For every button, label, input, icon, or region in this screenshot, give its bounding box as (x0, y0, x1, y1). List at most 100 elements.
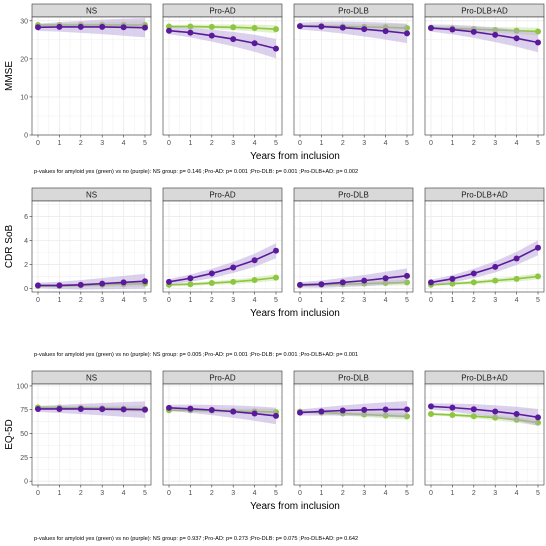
data-point (535, 273, 541, 280)
data-point (208, 407, 215, 414)
x-tick-label: 3 (100, 490, 104, 497)
panel-border (31, 383, 152, 486)
x-axis-title: Years from inclusion (250, 308, 340, 319)
data-point (166, 27, 172, 34)
x-tick-label: 2 (472, 490, 476, 497)
confidence-ribbon (431, 412, 538, 426)
x-tick-label: 1 (450, 140, 454, 147)
data-point (449, 411, 456, 418)
data-point (166, 278, 172, 285)
data-point (382, 406, 389, 413)
x-tick-label: 3 (100, 140, 104, 147)
data-point (382, 275, 389, 282)
facet-strip-label: Pro-DLB (338, 374, 369, 383)
y-tick-label: 100 (16, 383, 28, 390)
panel-pro-ad: Pro-AD 0 1 2 3 4 5 (162, 3, 283, 147)
data-point (404, 30, 410, 37)
x-tick-label: 2 (472, 140, 476, 147)
data-point (513, 255, 520, 262)
x-tick-label: 4 (384, 490, 388, 497)
series-line (430, 275, 539, 286)
y-tick-label: 2 (24, 262, 28, 269)
facet-strip-label: NS (86, 7, 97, 16)
x-tick-label: 4 (515, 297, 519, 304)
x-tick-label: 1 (188, 140, 192, 147)
x-tick-label: 4 (253, 490, 257, 497)
data-point (492, 408, 499, 415)
panel-border (162, 200, 283, 293)
data-point (77, 23, 84, 30)
x-axis-title: Years from inclusion (250, 501, 340, 512)
y-tick-label: 6 (24, 214, 28, 221)
data-point (492, 31, 499, 38)
data-point (470, 279, 477, 286)
panel-border (162, 383, 283, 486)
x-tick-label: 0 (167, 140, 171, 147)
data-point (449, 275, 456, 282)
data-point (404, 272, 410, 279)
data-point (404, 406, 410, 413)
data-point (428, 403, 434, 410)
y-tick-label: 25 (20, 455, 28, 462)
data-point (361, 406, 368, 413)
x-tick-label: 0 (36, 140, 40, 147)
x-tick-label: 5 (405, 490, 409, 497)
x-tick-label: 5 (536, 490, 540, 497)
x-tick-label: 2 (210, 297, 214, 304)
data-point (339, 279, 346, 286)
data-point (273, 26, 279, 33)
data-point (535, 244, 541, 251)
x-tick-label: 1 (450, 490, 454, 497)
data-point (35, 24, 41, 31)
p-value-note: p-values for amyloid yes (green) vs no (… (34, 536, 358, 542)
x-tick-label: 1 (319, 297, 323, 304)
data-point (251, 277, 258, 284)
panel-pro-ad: Pro-AD 0 1 2 3 4 5 (162, 187, 283, 304)
data-point (535, 39, 541, 46)
x-tick-label: 0 (167, 297, 171, 304)
panel-pro-dlb-ad: Pro-DLB+AD 0 1 2 3 4 5 (424, 3, 545, 147)
data-point (166, 404, 172, 411)
y-tick-label: 50 (20, 431, 28, 438)
data-point (187, 281, 194, 288)
data-point (273, 45, 279, 52)
data-point (120, 406, 127, 413)
data-point (56, 282, 63, 289)
data-point (77, 405, 84, 412)
data-point (492, 263, 499, 270)
data-point (449, 404, 456, 411)
data-point (339, 24, 346, 31)
data-point (142, 406, 148, 413)
data-point (382, 28, 389, 35)
data-point (142, 278, 148, 285)
x-tick-label: 0 (429, 297, 433, 304)
series-line (168, 407, 277, 417)
data-point (187, 405, 194, 412)
panel-border (424, 383, 545, 486)
facet-strip-label: Pro-DLB+AD (461, 7, 508, 16)
p-value-note: p-values for amyloid yes (green) vs no (… (34, 169, 358, 175)
x-tick-label: 2 (472, 297, 476, 304)
x-tick-label: 5 (143, 297, 147, 304)
panel-pro-dlb: Pro-DLB 0 1 2 3 4 5 (293, 370, 414, 497)
x-tick-label: 4 (122, 490, 126, 497)
x-tick-label: 3 (100, 297, 104, 304)
data-point (449, 26, 456, 33)
data-point (35, 405, 41, 412)
x-tick-label: 4 (515, 140, 519, 147)
data-point (428, 279, 434, 286)
data-point (230, 278, 237, 285)
data-point (251, 25, 258, 32)
x-tick-label: 5 (536, 140, 540, 147)
data-point (208, 280, 215, 287)
x-tick-label: 4 (122, 297, 126, 304)
x-tick-label: 1 (450, 297, 454, 304)
series-line (430, 27, 539, 44)
x-tick-label: 3 (493, 490, 497, 497)
x-tick-label: 0 (167, 490, 171, 497)
data-point (318, 281, 325, 288)
panel-pro-dlb: Pro-DLB 0 1 2 3 4 5 (293, 3, 414, 147)
series-line (37, 26, 146, 29)
